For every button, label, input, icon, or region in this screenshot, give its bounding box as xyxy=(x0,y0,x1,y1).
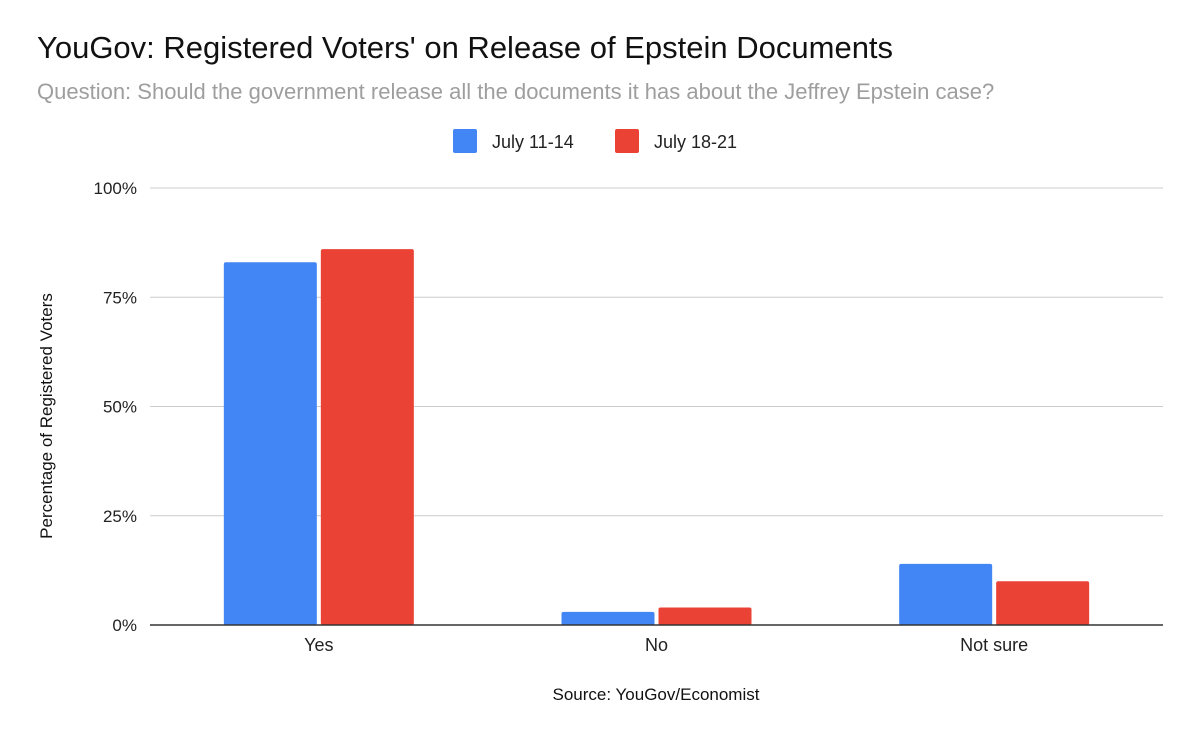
legend-swatch-series-1 xyxy=(453,129,477,153)
legend-label-series-2: July 18-21 xyxy=(654,132,737,152)
legend-label-series-1: July 11-14 xyxy=(492,132,574,152)
y-tick-label: 25% xyxy=(103,507,137,526)
x-tick-label: Yes xyxy=(304,635,333,655)
y-tick-label: 0% xyxy=(112,616,137,635)
y-tick-label: 50% xyxy=(103,398,137,417)
y-tick-label: 100% xyxy=(94,179,137,198)
x-tick-label: Not sure xyxy=(960,635,1028,655)
y-axis-title: Percentage of Registered Voters xyxy=(37,293,56,539)
chart-title: YouGov: Registered Voters' on Release of… xyxy=(37,30,894,65)
legend-swatch-series-2 xyxy=(615,129,639,153)
bar-yes-series-1 xyxy=(223,262,317,625)
chart-subtitle: Question: Should the government release … xyxy=(37,79,995,104)
bar-no-series-2 xyxy=(658,607,752,625)
bar-yes-series-2 xyxy=(320,249,414,625)
bar-not-sure-series-2 xyxy=(996,581,1090,625)
bar-no-series-1 xyxy=(561,611,655,625)
x-tick-label: No xyxy=(645,635,668,655)
bar-not-sure-series-1 xyxy=(899,563,993,625)
y-tick-label: 75% xyxy=(103,288,137,307)
x-axis-title: Source: YouGov/Economist xyxy=(553,685,760,704)
